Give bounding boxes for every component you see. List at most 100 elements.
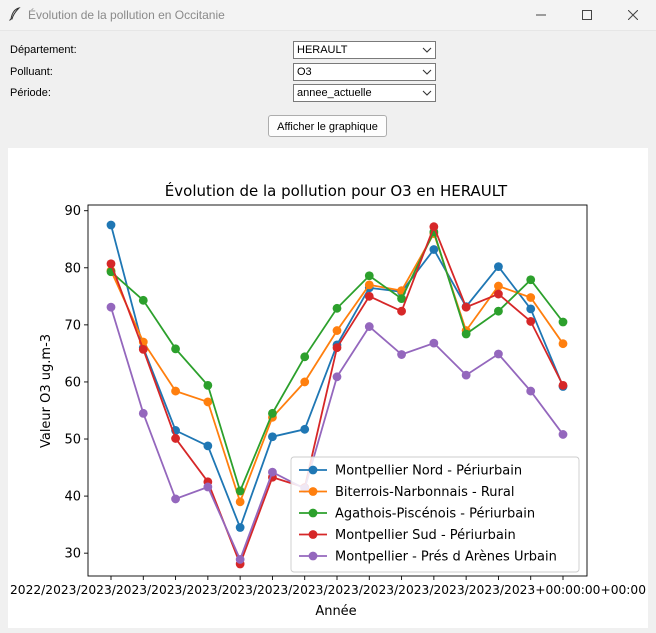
data-point [203, 482, 213, 492]
data-point [332, 326, 342, 335]
data-point [268, 432, 277, 442]
data-point [235, 523, 245, 532]
data-point [526, 275, 536, 285]
data-point [138, 345, 148, 354]
legend-label: Montpellier - Prés d Arènes Urbain [335, 550, 557, 565]
data-point [268, 467, 277, 477]
data-point [461, 370, 471, 380]
data-point [171, 344, 180, 354]
maximize-button[interactable] [564, 0, 610, 30]
departement-value: HERAULT [297, 44, 348, 56]
data-point [300, 424, 310, 434]
data-point [332, 343, 342, 353]
data-point [332, 303, 342, 313]
minimize-icon [536, 14, 546, 16]
y-axis-label: Valeur O3 ug.m-3 [39, 334, 54, 448]
data-point [364, 291, 374, 301]
minimize-button[interactable] [518, 0, 564, 30]
polluant-select[interactable]: O3 [293, 63, 436, 81]
data-point [558, 339, 568, 349]
periode-value: annee_actuelle [297, 87, 372, 99]
data-point [494, 306, 503, 316]
data-point [364, 322, 374, 331]
data-point [203, 380, 213, 390]
data-point [364, 280, 374, 290]
data-point [429, 338, 439, 348]
data-point [300, 377, 310, 387]
data-point [558, 430, 568, 439]
data-point [106, 259, 116, 269]
legend-label: Agathois-Piscénois - Périurbain [335, 507, 535, 522]
data-point [332, 372, 342, 382]
close-icon [628, 10, 638, 20]
y-tick-label: 70 [64, 318, 81, 333]
data-point [106, 302, 116, 312]
data-point [171, 434, 180, 443]
y-tick-label: 30 [64, 547, 81, 562]
data-point [171, 386, 180, 396]
data-point [429, 245, 439, 254]
y-tick-label: 60 [64, 375, 81, 390]
close-button[interactable] [610, 0, 656, 30]
line-chart: Évolution de la pollution pour O3 en HER… [10, 181, 646, 619]
y-tick-label: 40 [64, 490, 81, 505]
data-point [461, 302, 471, 312]
chevron-down-icon [422, 47, 432, 53]
chart-panel: Évolution de la pollution pour O3 en HER… [8, 148, 648, 628]
legend-box [290, 456, 580, 573]
departement-label: Département: [10, 44, 77, 56]
y-tick-label: 50 [64, 433, 81, 448]
data-point [558, 380, 568, 390]
polluant-value: O3 [297, 66, 312, 78]
legend-label: Montpellier Nord - Périurbain [335, 464, 522, 479]
data-point [171, 494, 180, 504]
data-point [235, 497, 245, 507]
data-point [397, 350, 406, 359]
data-point [235, 486, 245, 496]
chart-title: Évolution de la pollution pour O3 en HER… [165, 181, 508, 200]
data-point [494, 281, 503, 291]
data-point [397, 294, 406, 304]
data-point [461, 329, 471, 339]
data-point [235, 555, 245, 564]
data-point [364, 271, 374, 281]
periode-select[interactable]: annee_actuelle [293, 84, 436, 102]
x-axis-label: Année [315, 604, 356, 619]
departement-select[interactable]: HERAULT [293, 41, 436, 59]
window-title: Évolution de la pollution en Occitanie [28, 8, 225, 22]
data-point [526, 317, 536, 326]
data-point [203, 441, 213, 451]
show-chart-button[interactable]: Afficher le graphique [268, 115, 387, 137]
data-point [494, 349, 503, 359]
data-point [268, 408, 277, 418]
legend-label: Montpellier Sud - Périurbain [335, 528, 516, 543]
legend-label: Biterrois-Narbonnais - Rural [335, 485, 514, 500]
legend-marker [308, 465, 318, 475]
chevron-down-icon [422, 90, 432, 96]
periode-label: Période: [10, 87, 51, 99]
feather-icon [9, 7, 21, 21]
data-point [558, 317, 568, 327]
data-point [429, 222, 439, 232]
data-point [397, 306, 406, 316]
data-point [526, 304, 536, 314]
chevron-down-icon [422, 69, 432, 75]
legend-marker [308, 508, 318, 518]
title-bar: Évolution de la pollution en Occitanie [0, 0, 656, 31]
data-point [526, 386, 536, 396]
maximize-icon [582, 10, 592, 20]
plot-frame [87, 204, 588, 577]
data-point [203, 397, 213, 407]
x-tick-label-overlap: 2022/2023/2023/2023/2023/2023/2023/2023/… [10, 582, 646, 597]
legend-marker [308, 530, 318, 539]
data-point [138, 295, 148, 305]
data-point [526, 293, 536, 302]
y-tick-label: 80 [64, 261, 81, 276]
data-point [106, 220, 116, 230]
legend-marker [308, 551, 318, 561]
data-point [300, 352, 310, 362]
polluant-label: Polluant: [10, 66, 53, 78]
data-point [494, 289, 503, 299]
y-tick-label: 90 [64, 204, 81, 219]
data-point [494, 262, 503, 272]
